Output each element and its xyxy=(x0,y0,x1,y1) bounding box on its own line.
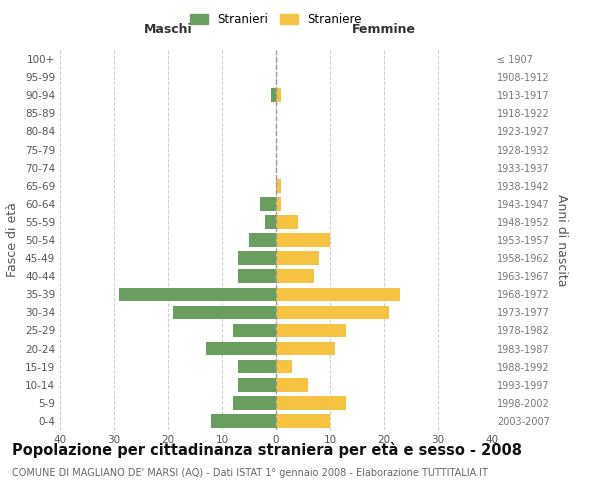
Bar xyxy=(238,378,276,392)
Text: Maschi: Maschi xyxy=(143,22,193,36)
Bar xyxy=(173,306,276,319)
Bar xyxy=(276,324,346,338)
Bar xyxy=(276,252,319,265)
Bar xyxy=(276,306,389,319)
Bar xyxy=(238,360,276,374)
Bar xyxy=(238,252,276,265)
Legend: Stranieri, Straniere: Stranieri, Straniere xyxy=(185,8,367,31)
Bar xyxy=(249,233,276,247)
Bar xyxy=(276,378,308,392)
Bar xyxy=(206,342,276,355)
Bar xyxy=(276,360,292,374)
Bar xyxy=(238,270,276,283)
Y-axis label: Fasce di età: Fasce di età xyxy=(7,202,19,278)
Bar xyxy=(233,396,276,409)
Bar xyxy=(271,88,276,102)
Bar xyxy=(260,197,276,210)
Bar xyxy=(276,197,281,210)
Bar xyxy=(265,215,276,228)
Bar xyxy=(276,270,314,283)
Bar xyxy=(276,414,330,428)
Text: Femmine: Femmine xyxy=(352,22,416,36)
Bar xyxy=(276,215,298,228)
Bar xyxy=(211,414,276,428)
Bar xyxy=(276,233,330,247)
Bar xyxy=(119,288,276,301)
Text: COMUNE DI MAGLIANO DE' MARSI (AQ) - Dati ISTAT 1° gennaio 2008 - Elaborazione TU: COMUNE DI MAGLIANO DE' MARSI (AQ) - Dati… xyxy=(12,468,488,477)
Bar xyxy=(276,179,281,192)
Y-axis label: Anni di nascita: Anni di nascita xyxy=(555,194,568,286)
Bar xyxy=(276,342,335,355)
Bar xyxy=(276,88,281,102)
Bar xyxy=(276,396,346,409)
Text: Popolazione per cittadinanza straniera per età e sesso - 2008: Popolazione per cittadinanza straniera p… xyxy=(12,442,522,458)
Bar xyxy=(233,324,276,338)
Bar xyxy=(276,288,400,301)
